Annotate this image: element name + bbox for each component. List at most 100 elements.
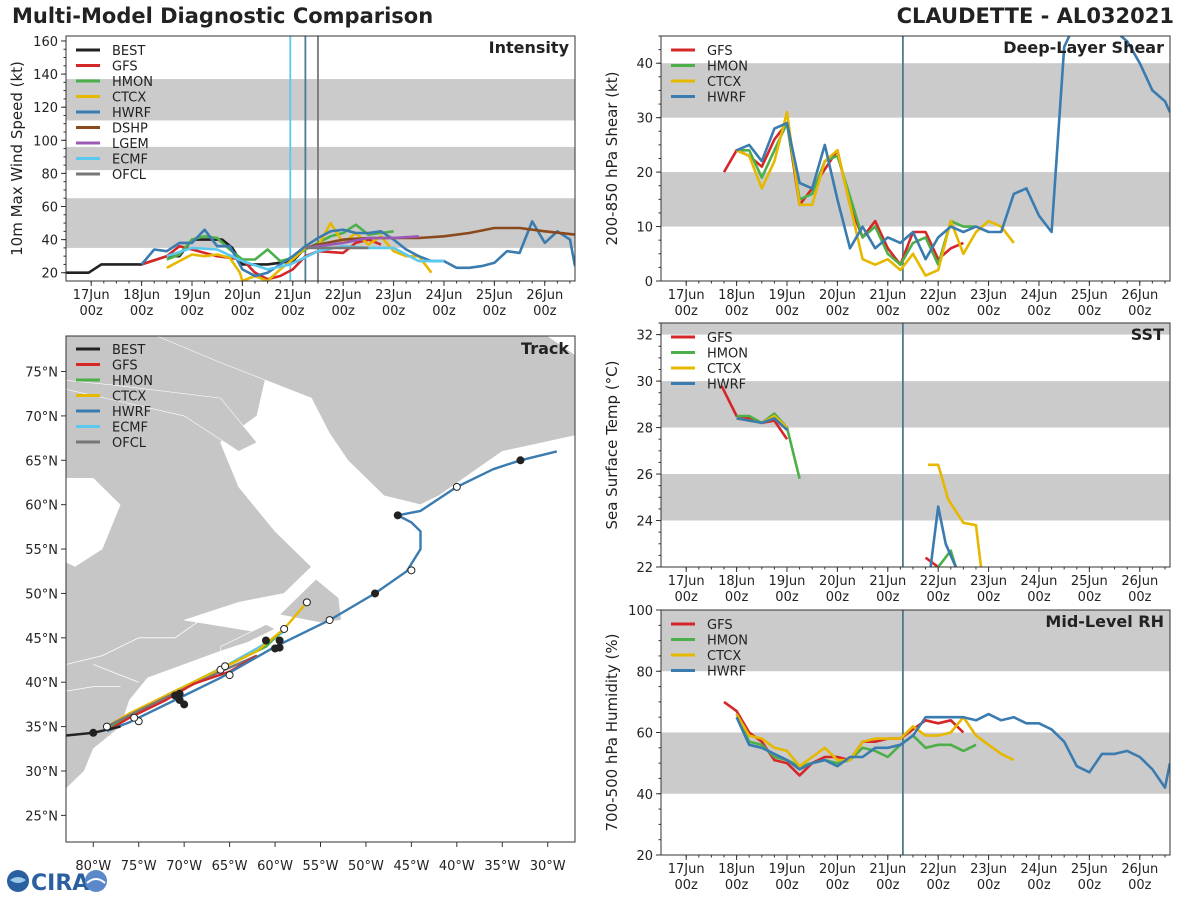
- lon-tick-label: 65°W: [212, 859, 248, 874]
- track-position-marker: [89, 728, 98, 737]
- series-group: [720, 385, 983, 567]
- track-position-marker: [452, 482, 461, 491]
- legend-label-hmon: HMON: [112, 374, 153, 389]
- x-tick-label-day: 24Jun: [1021, 288, 1058, 303]
- legend-label-hwrf: HWRF: [707, 378, 746, 393]
- lon-tick-label: 35°W: [484, 859, 520, 874]
- series-line-hwrf: [929, 505, 957, 567]
- shade-band: [661, 610, 1170, 672]
- x-tick-label-day: 19Jun: [769, 574, 806, 589]
- y-axis-label: 200-850 hPa Shear (kt): [603, 72, 621, 246]
- legend-label-ofcl: OFCL: [112, 436, 147, 451]
- panel-title: Mid-Level RH: [1045, 612, 1164, 631]
- x-tick-label-day: 18Jun: [718, 288, 755, 303]
- x-tick-label-day: 25Jun: [476, 288, 513, 303]
- y-tick-label: 60: [636, 727, 653, 742]
- lon-tick-label: 75°W: [121, 859, 157, 874]
- x-tick-label-hour: 00z: [876, 304, 900, 319]
- series-line-lgem: [305, 235, 419, 250]
- legend-label-ctcx: CTCX: [707, 362, 741, 377]
- x-tick-label-hour: 00z: [1128, 304, 1152, 319]
- legend-label-best: BEST: [112, 343, 145, 358]
- storm-title: CLAUDETTE - AL032021: [896, 4, 1174, 28]
- border-line: [93, 664, 139, 683]
- legend-label-gfs: GFS: [707, 44, 733, 59]
- y-tick-label: 40: [41, 234, 58, 249]
- y-tick-label: 120: [33, 101, 58, 116]
- y-tick-label: 80: [41, 167, 58, 182]
- x-tick-label-day: 19Jun: [769, 288, 806, 303]
- x-tick-label-day: 17Jun: [668, 862, 705, 877]
- lat-tick-label: 60°N: [25, 499, 58, 514]
- land-mass: [66, 380, 258, 452]
- lon-tick-label: 55°W: [303, 859, 339, 874]
- shade-band: [661, 323, 1170, 335]
- track-position-marker: [516, 456, 525, 465]
- track-position-marker: [225, 671, 234, 680]
- y-tick-label: 20: [41, 267, 58, 282]
- legend-label-hmon: HMON: [707, 634, 748, 649]
- legend-label-hwrf: HWRF: [112, 405, 151, 420]
- series-line-hmon: [735, 713, 977, 768]
- legend-label-ecmf: ECMF: [112, 153, 148, 168]
- cira-logo: CIRA: [7, 870, 107, 896]
- x-tick-label-hour: 00z: [382, 304, 406, 319]
- shade-band: [661, 732, 1170, 794]
- lon-tick-label: 70°W: [166, 859, 202, 874]
- panel-title: Deep-Layer Shear: [1003, 38, 1164, 57]
- x-tick-label-hour: 00z: [533, 304, 557, 319]
- legend-label-hmon: HMON: [707, 60, 748, 75]
- x-tick-label-day: 17Jun: [668, 288, 705, 303]
- series-group: [722, 36, 1170, 277]
- shade-band: [661, 474, 1170, 521]
- y-tick-label: 140: [33, 68, 58, 83]
- x-tick-label-day: 23Jun: [970, 862, 1007, 877]
- lat-tick-label: 45°N: [25, 632, 58, 647]
- legend-label-hwrf: HWRF: [707, 91, 746, 106]
- plot-frame: [660, 322, 1171, 568]
- track-position-marker: [275, 636, 284, 645]
- legend-label-gfs: GFS: [707, 331, 733, 346]
- legend-label-gfs: GFS: [112, 359, 138, 374]
- x-tick-label-hour: 00z: [725, 590, 749, 605]
- x-tick-label-day: 25Jun: [1071, 288, 1108, 303]
- legend-label-gfs: GFS: [707, 618, 733, 633]
- x-tick-label-hour: 00z: [1027, 878, 1051, 893]
- x-tick-label-hour: 00z: [1128, 878, 1152, 893]
- legend-label-gfs: GFS: [112, 60, 138, 75]
- y-axis-label: 700-500 hPa Humidity (%): [603, 633, 621, 831]
- series-line-hmon: [166, 223, 394, 263]
- x-tick-label-day: 17Jun: [668, 574, 705, 589]
- legend-label-ctcx: CTCX: [112, 91, 146, 106]
- x-tick-label-day: 24Jun: [1021, 862, 1058, 877]
- y-tick-label: 26: [636, 468, 653, 483]
- x-tick-label-day: 18Jun: [718, 862, 755, 877]
- x-tick-label-hour: 00z: [432, 304, 456, 319]
- series-line-dshp: [305, 226, 575, 250]
- lon-tick-label: 40°W: [439, 859, 475, 874]
- lon-tick-label: 50°W: [348, 859, 384, 874]
- lon-tick-label: 80°W: [75, 859, 111, 874]
- legend-label-ofcl: OFCL: [112, 168, 147, 183]
- x-tick-label-day: 22Jun: [920, 862, 957, 877]
- x-tick-label-day: 17Jun: [73, 288, 110, 303]
- hudson-bay: [66, 478, 121, 567]
- y-axis-label: Sea Surface Temp (°C): [603, 360, 621, 529]
- legend-label-ctcx: CTCX: [112, 390, 146, 405]
- x-tick-label-hour: 00z: [675, 590, 699, 605]
- logo-text: CIRA: [31, 871, 89, 896]
- x-tick-label-hour: 00z: [675, 878, 699, 893]
- x-tick-label-day: 22Jun: [920, 574, 957, 589]
- lat-tick-label: 50°N: [25, 587, 58, 602]
- x-tick-label-hour: 00z: [826, 590, 850, 605]
- x-tick-label-day: 24Jun: [1021, 574, 1058, 589]
- x-tick-label-day: 21Jun: [869, 574, 906, 589]
- x-tick-label-day: 20Jun: [819, 862, 856, 877]
- legend-label-ctcx: CTCX: [707, 649, 741, 664]
- x-tick-label-day: 22Jun: [920, 288, 957, 303]
- lat-tick-label: 75°N: [25, 366, 58, 381]
- legend-label-ctcx: CTCX: [707, 75, 741, 90]
- legend-label-dshp: DSHP: [112, 122, 148, 137]
- track-position-marker: [302, 598, 311, 607]
